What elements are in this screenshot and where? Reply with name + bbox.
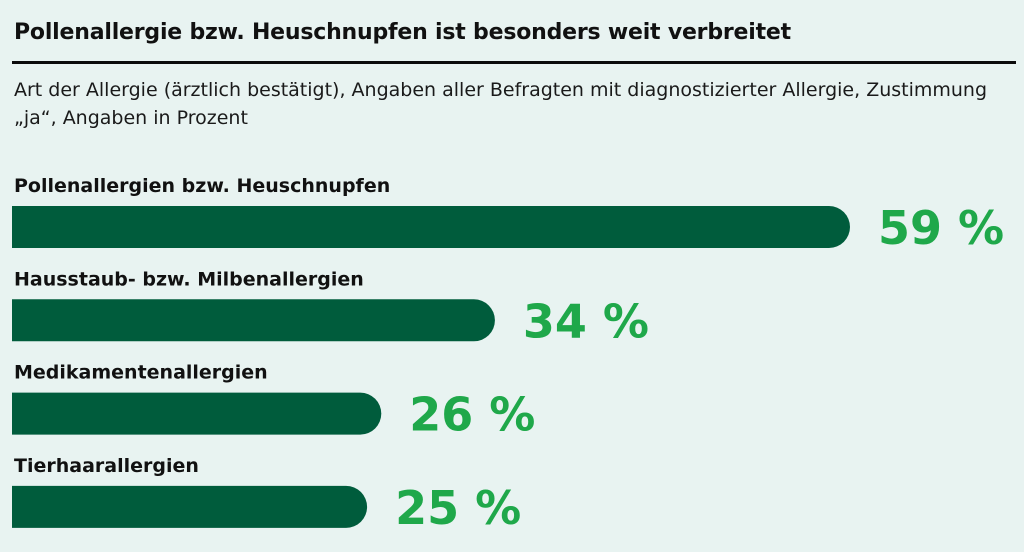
bar: [12, 392, 382, 435]
value-label: 26 %: [409, 388, 535, 442]
value-label: 59 %: [878, 201, 1004, 255]
category-label: Hausstaub- bzw. Milbenallergien: [14, 268, 364, 290]
bar: [12, 485, 368, 528]
bar: [12, 206, 850, 248]
category-label: Medikamentenallergien: [14, 362, 268, 384]
category-label: Pollenallergien bzw. Heuschnupfen: [14, 175, 390, 197]
chart-subtitle: Art der Allergie (ärztlich bestätigt), A…: [14, 79, 988, 129]
category-label: Tierhaarallergien: [14, 455, 199, 477]
value-label: 34 %: [523, 294, 649, 348]
bar: [12, 299, 495, 342]
chart-title: Pollenallergie bzw. Heuschnupfen ist bes…: [14, 20, 791, 45]
title-divider: [12, 61, 1016, 64]
value-label: 25 %: [395, 481, 521, 535]
